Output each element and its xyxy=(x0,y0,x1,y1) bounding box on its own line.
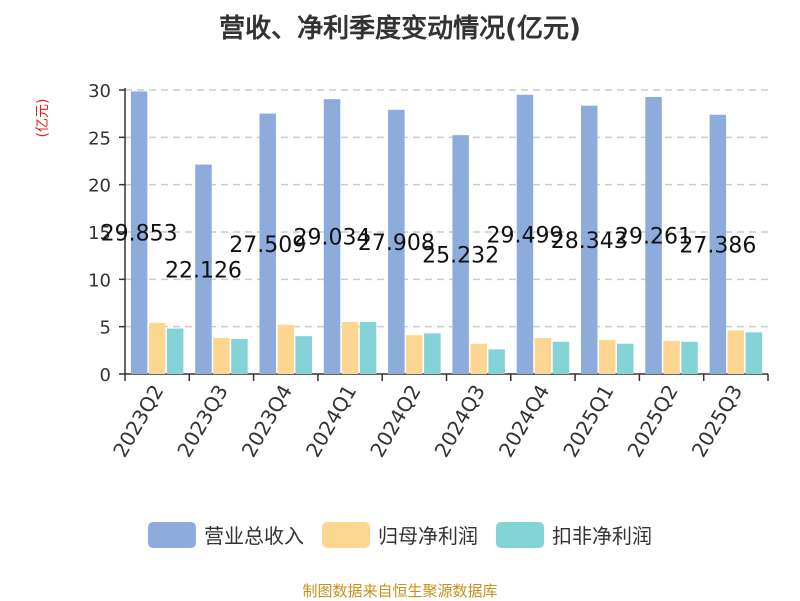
legend-label-revenue: 营业总收入 xyxy=(204,524,304,548)
bar-revenue xyxy=(130,91,148,374)
bar-deducted-profit xyxy=(488,349,505,374)
data-label: 28.343 xyxy=(551,229,628,254)
data-label: 29.853 xyxy=(101,222,178,247)
legend-label-deducted-profit: 扣非净利润 xyxy=(552,524,652,548)
bar-deducted-profit xyxy=(166,328,184,374)
data-label: 27.908 xyxy=(358,231,435,256)
legend-swatch-revenue xyxy=(148,521,196,548)
y-tick-label: 25 xyxy=(88,128,111,149)
x-tick-label: 2023Q2 xyxy=(108,381,168,462)
x-tick-label: 2024Q1 xyxy=(301,381,361,462)
bar-net-profit xyxy=(727,330,745,374)
bar-deducted-profit xyxy=(359,321,377,374)
bar-deducted-profit xyxy=(745,332,763,374)
bar-net-profit xyxy=(341,321,359,374)
bar-deducted-profit xyxy=(231,338,248,374)
legend-swatch-deducted-profit xyxy=(496,521,544,548)
x-tick-label: 2023Q4 xyxy=(237,381,297,462)
x-tick-label: 2025Q1 xyxy=(558,381,618,462)
bar-deducted-profit xyxy=(681,341,698,374)
legend-label-net-profit: 归母净利润 xyxy=(378,524,478,548)
bar-net-profit xyxy=(599,339,616,374)
x-tick-label: 2023Q3 xyxy=(172,381,232,462)
y-tick-label: 15 xyxy=(88,223,111,244)
y-tick-label: 10 xyxy=(88,270,111,291)
bar-deducted-profit xyxy=(552,341,570,374)
data-label: 25.232 xyxy=(422,244,499,269)
bar-revenue xyxy=(645,96,662,375)
bar-net-profit xyxy=(213,338,230,374)
bar-net-profit xyxy=(663,340,680,374)
source-note: 制图数据来自恒生聚源数据库 xyxy=(302,582,498,600)
y-tick-label: 20 xyxy=(88,176,111,197)
legend-item-deducted-profit[interactable]: 扣非净利润 xyxy=(496,520,652,549)
bar-deducted-profit xyxy=(295,336,312,374)
bar-net-profit xyxy=(534,338,552,374)
bar-net-profit xyxy=(470,343,487,374)
data-label: 29.499 xyxy=(486,223,563,248)
data-label: 22.126 xyxy=(165,258,242,283)
bar-revenue xyxy=(581,105,598,374)
x-tick-label: 2024Q3 xyxy=(430,381,490,462)
legend: 营业总收入 归母净利润 扣非净利润 xyxy=(0,520,800,549)
bar-deducted-profit xyxy=(424,333,441,374)
data-label: 27.386 xyxy=(679,233,756,258)
x-tick-label: 2025Q2 xyxy=(622,381,682,462)
data-label: 27.509 xyxy=(229,233,306,258)
data-label: 29.261 xyxy=(615,224,692,249)
legend-swatch-net-profit xyxy=(322,521,370,548)
chart-title: 营收、净利季度变动情况(亿元) xyxy=(219,14,581,44)
bar-revenue xyxy=(195,164,212,374)
x-tick-label: 2025Q3 xyxy=(687,381,747,462)
y-tick-label: 5 xyxy=(100,318,111,339)
bar-revenue xyxy=(709,114,727,375)
bar-net-profit xyxy=(148,322,166,374)
bar-revenue xyxy=(323,99,341,374)
bar-revenue xyxy=(259,113,276,374)
bar-revenue xyxy=(388,109,405,375)
data-label: 29.034 xyxy=(294,226,371,251)
bar-net-profit xyxy=(277,324,294,374)
bar-revenue xyxy=(452,135,469,374)
y-tick-label: 30 xyxy=(88,81,111,102)
x-tick-label: 2024Q4 xyxy=(494,381,554,462)
y-tick-label: 0 xyxy=(100,365,111,386)
legend-item-revenue[interactable]: 营业总收入 xyxy=(148,520,304,549)
bar-deducted-profit xyxy=(617,343,634,374)
bar-revenue xyxy=(516,94,534,374)
legend-item-net-profit[interactable]: 归母净利润 xyxy=(322,520,478,549)
x-tick-label: 2024Q2 xyxy=(365,381,425,462)
bar-net-profit xyxy=(406,335,423,374)
